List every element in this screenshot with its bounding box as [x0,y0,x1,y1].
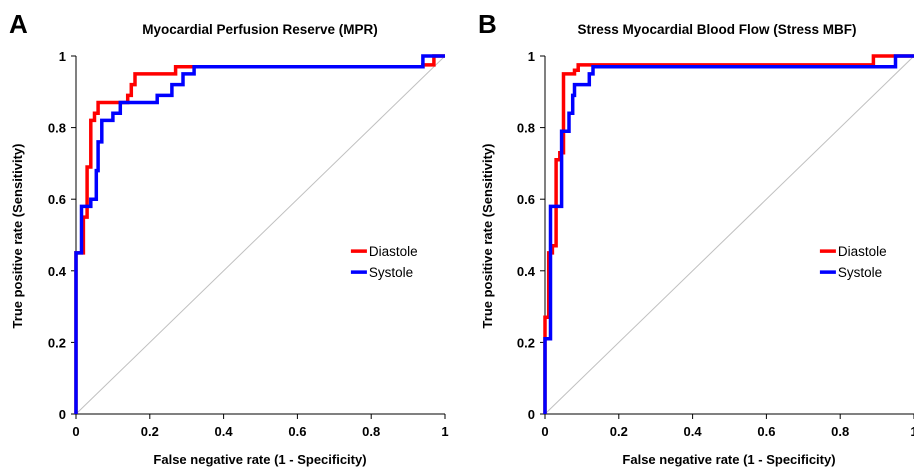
panel-a-letter: A [9,9,28,39]
legend-label-diastole: Diastole [838,244,887,259]
y-tick-label: 0.8 [48,121,66,136]
x-tick-label: 0 [541,424,548,439]
x-tick-label: 1 [441,424,448,439]
chart-panel-stress-mbf: Stress Myocardial Blood Flow (Stress MBF… [480,22,914,467]
chart-panel-mpr: Myocardial Perfusion Reserve (MPR) False… [10,22,449,467]
x-axis-label: False negative rate (1 - Specificity) [622,452,835,467]
y-tick-label: 1 [59,49,66,64]
y-tick-label: 0.6 [48,192,66,207]
x-tick-label: 0 [72,424,79,439]
y-tick-label: 0 [59,407,66,422]
y-tick-label: 0.8 [517,121,535,136]
y-tick-label: 1 [528,49,535,64]
panel-b-letter: B [478,9,497,39]
y-tick-label: 0.6 [517,192,535,207]
y-axis-label: True positive rate (Sensitivity) [480,144,495,329]
x-tick-label: 0.8 [831,424,849,439]
x-tick-label: 0.8 [362,424,380,439]
chart-title: Stress Myocardial Blood Flow (Stress MBF… [577,22,856,37]
series-line-systole [74,54,445,414]
x-tick-label: 1 [910,424,914,439]
chart-title: Myocardial Perfusion Reserve (MPR) [142,22,378,37]
legend-label-diastole: Diastole [369,244,418,259]
x-tick-label: 0.4 [215,424,234,439]
legend-label-systole: Systole [369,265,413,280]
x-tick-label: 0.2 [610,424,628,439]
legend-label-systole: Systole [838,265,882,280]
y-axis-label: True positive rate (Sensitivity) [10,144,25,329]
x-tick-label: 0.2 [141,424,159,439]
reference-diagonal-line [544,55,914,415]
y-tick-label: 0.4 [48,264,67,279]
y-tick-label: 0.2 [48,335,66,350]
series-line-diastole [543,54,914,414]
x-tick-label: 0.6 [288,424,306,439]
series-line-systole [543,54,914,414]
x-tick-label: 0.6 [757,424,775,439]
x-axis-label: False negative rate (1 - Specificity) [153,452,366,467]
reference-diagonal-line [75,55,446,415]
y-tick-label: 0 [528,407,535,422]
y-tick-label: 0.4 [517,264,536,279]
y-tick-label: 0.2 [517,335,535,350]
x-tick-label: 0.4 [684,424,703,439]
